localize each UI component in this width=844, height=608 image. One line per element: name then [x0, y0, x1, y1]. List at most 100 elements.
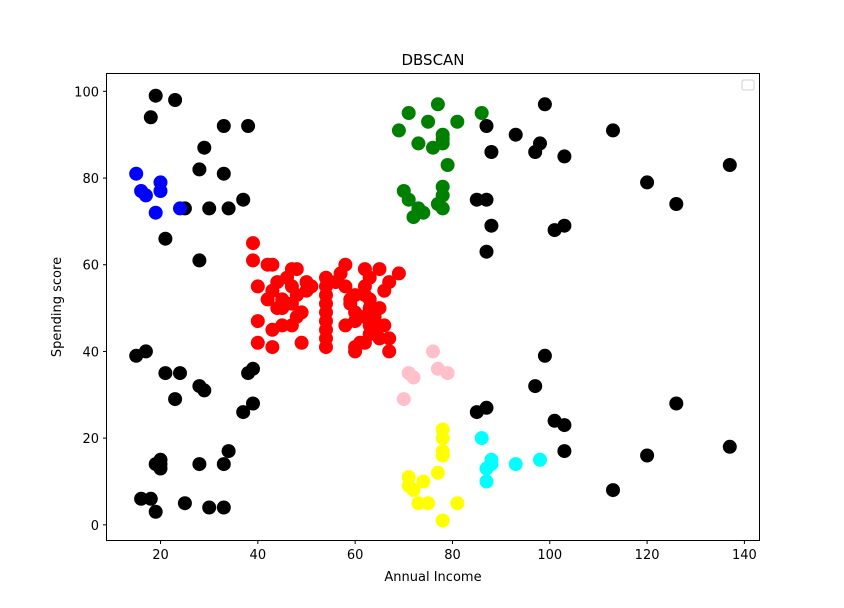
- data-point: [197, 383, 212, 398]
- data-point: [299, 283, 314, 298]
- data-point: [372, 331, 387, 346]
- data-point: [440, 366, 455, 381]
- data-point: [143, 491, 158, 506]
- data-point: [143, 110, 158, 125]
- data-point: [289, 262, 304, 277]
- data-point: [289, 309, 304, 324]
- data-point: [484, 457, 499, 472]
- data-point: [138, 188, 153, 203]
- data-point: [260, 292, 275, 307]
- x-tick-label: 140: [732, 548, 757, 563]
- data-point: [202, 500, 217, 515]
- y-axis-label: Spending score: [50, 257, 65, 357]
- data-point: [537, 348, 552, 363]
- data-point: [479, 474, 494, 489]
- plot-area-frame: [106, 73, 760, 541]
- data-point: [134, 491, 149, 506]
- data-point: [236, 405, 251, 420]
- y-tick-label: 100: [74, 85, 99, 100]
- data-point: [479, 192, 494, 207]
- data-point: [338, 257, 353, 272]
- data-point: [246, 396, 260, 411]
- data-point: [148, 88, 163, 103]
- y-tick-label: 60: [82, 259, 99, 274]
- data-point: [192, 162, 207, 177]
- data-point: [246, 361, 260, 376]
- data-point: [557, 218, 572, 233]
- data-point: [377, 318, 392, 333]
- data-point: [508, 457, 523, 472]
- x-axis-label: Annual Income: [384, 570, 481, 585]
- data-point: [479, 244, 494, 259]
- data-point: [250, 335, 265, 350]
- data-point: [606, 483, 620, 498]
- y-tick-label: 40: [82, 345, 99, 360]
- data-point: [474, 106, 489, 120]
- data-point: [382, 331, 397, 346]
- data-point: [357, 335, 372, 350]
- data-point: [391, 266, 406, 281]
- data-point: [557, 444, 572, 459]
- data-point: [246, 253, 260, 268]
- data-point: [177, 496, 192, 511]
- data-point: [450, 496, 465, 511]
- data-point: [435, 201, 450, 216]
- data-point: [382, 344, 397, 359]
- data-point: [426, 344, 440, 359]
- data-point: [722, 158, 737, 172]
- data-point: [138, 344, 153, 359]
- data-point: [280, 296, 294, 311]
- data-point: [669, 197, 684, 211]
- data-point: [221, 201, 236, 216]
- data-point: [192, 457, 207, 472]
- data-point: [411, 496, 426, 511]
- x-tick-label: 20: [152, 548, 169, 563]
- data-point: [197, 140, 212, 155]
- data-point: [430, 97, 445, 112]
- data-point: [382, 275, 397, 290]
- data-point: [265, 257, 280, 272]
- data-point: [479, 119, 494, 133]
- data-point: [416, 474, 431, 489]
- data-point: [669, 396, 684, 411]
- data-point: [319, 340, 333, 355]
- data-point: [396, 392, 411, 407]
- data-point: [250, 279, 265, 294]
- data-point: [474, 431, 489, 446]
- data-point: [484, 145, 499, 159]
- data-point: [435, 448, 450, 463]
- x-tick-label: 120: [635, 548, 660, 563]
- y-tick-label: 80: [82, 172, 99, 187]
- data-point: [158, 366, 173, 381]
- data-point: [216, 119, 231, 133]
- data-point: [246, 236, 260, 251]
- data-point: [450, 114, 465, 129]
- data-point: [640, 175, 655, 190]
- data-point: [265, 340, 280, 355]
- data-point: [411, 136, 426, 151]
- data-point: [338, 279, 353, 294]
- data-point: [406, 370, 421, 385]
- data-point: [640, 448, 655, 463]
- x-tick-label: 100: [537, 548, 562, 563]
- data-point: [192, 253, 207, 268]
- data-point: [158, 231, 173, 246]
- data-point: [435, 431, 450, 446]
- data-point: [469, 192, 484, 207]
- data-point: [391, 123, 406, 138]
- x-tick-label: 60: [347, 548, 364, 563]
- data-point: [479, 400, 494, 415]
- data-point: [148, 504, 163, 519]
- data-point: [153, 184, 168, 198]
- data-point: [440, 158, 455, 172]
- data-point: [348, 288, 363, 303]
- data-point: [236, 192, 251, 207]
- data-point: [173, 366, 187, 381]
- x-tick-label: 80: [444, 548, 461, 563]
- data-point: [250, 314, 265, 329]
- legend-box: [741, 79, 755, 91]
- data-point: [416, 205, 431, 220]
- x-tick-label: 40: [250, 548, 267, 563]
